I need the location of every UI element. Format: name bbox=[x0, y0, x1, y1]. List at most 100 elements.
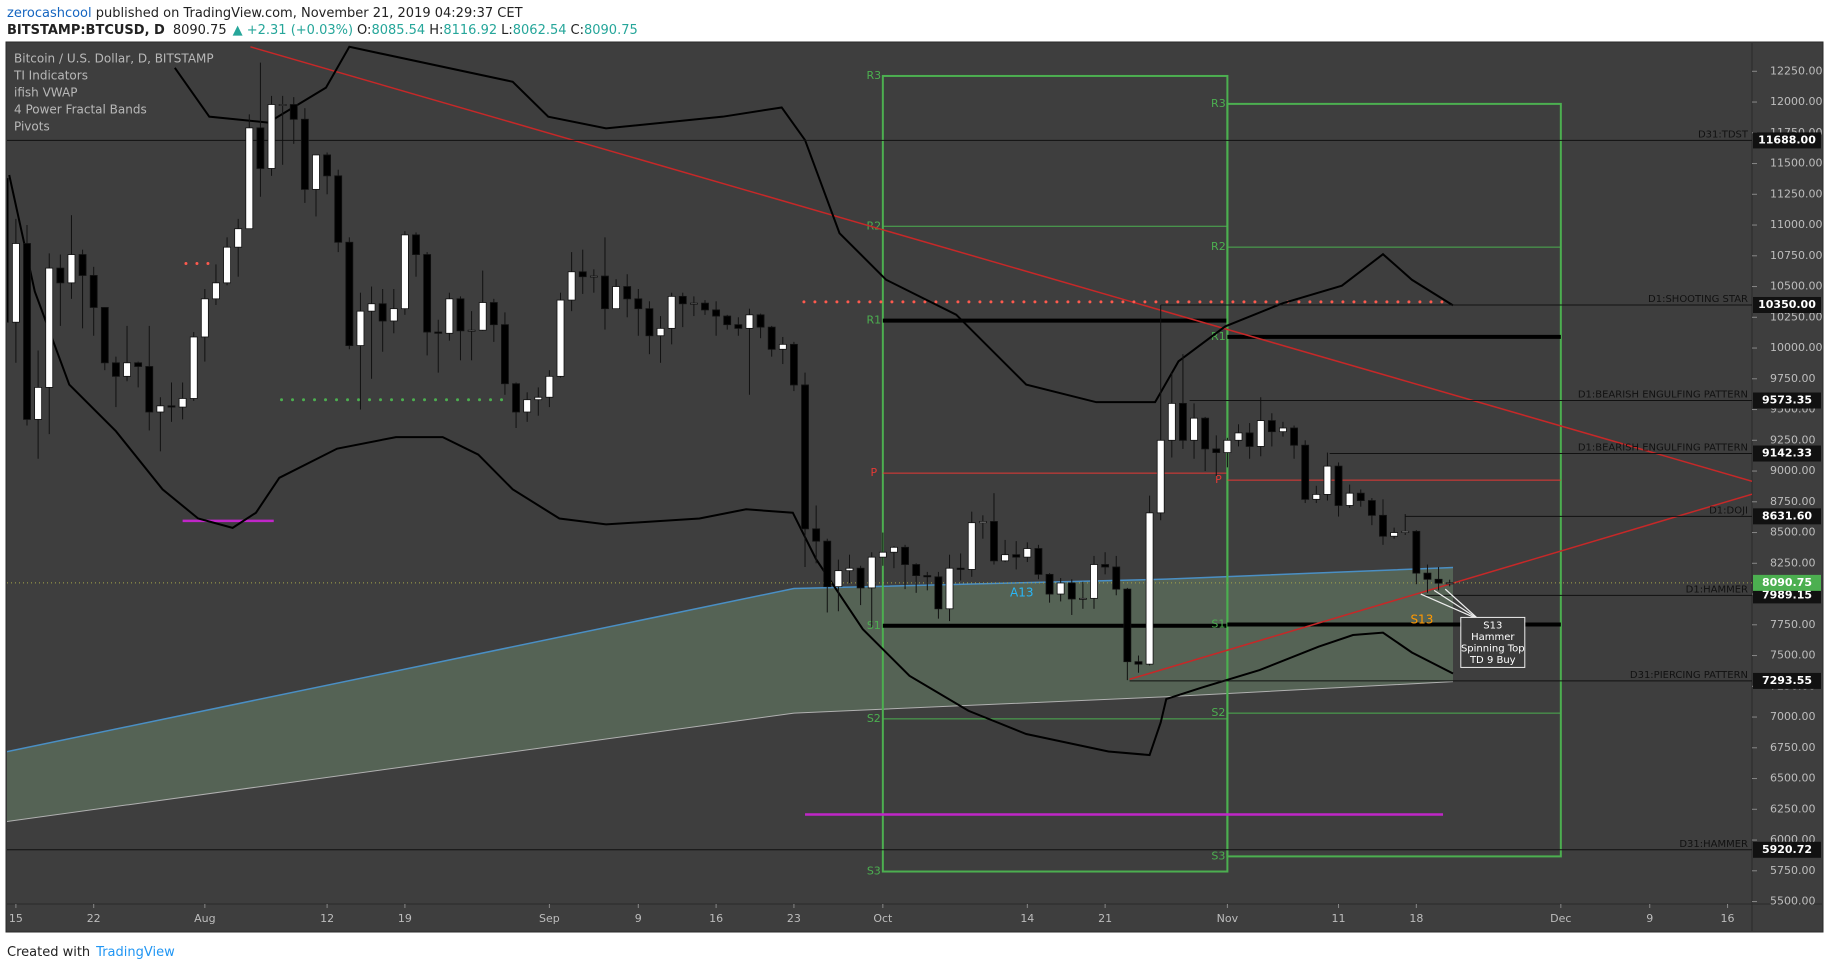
x-tick-label: 9 bbox=[635, 912, 642, 925]
candle-body bbox=[323, 154, 332, 177]
y-tick-label: 6500.00 bbox=[1770, 772, 1816, 785]
candle-body bbox=[267, 104, 276, 169]
y-tick-label: 11250.00 bbox=[1770, 187, 1823, 200]
candle-body bbox=[389, 308, 398, 322]
candle-body bbox=[1112, 566, 1121, 590]
candle-body bbox=[923, 575, 932, 578]
candle-body bbox=[1067, 582, 1076, 600]
y-tick-label: 10250.00 bbox=[1770, 310, 1823, 323]
candle-body bbox=[512, 383, 520, 413]
x-tick-label: 18 bbox=[1409, 912, 1423, 925]
y-tick-label: 7500.00 bbox=[1770, 649, 1816, 662]
level-box bbox=[1753, 296, 1821, 313]
x-tick-label: 16 bbox=[1721, 912, 1735, 925]
symbol: BITSTAMP:BTCUSD, D bbox=[7, 23, 165, 38]
vwap-line bbox=[7, 566, 1454, 753]
candle-body bbox=[845, 567, 854, 572]
candle-body bbox=[178, 398, 187, 408]
pivot-label: R1 bbox=[867, 314, 882, 327]
level-name: D1:BEARISH ENGULFING PATTERN bbox=[1578, 390, 1748, 401]
candle-body bbox=[523, 399, 532, 413]
candle-body bbox=[890, 546, 898, 553]
candle-body bbox=[501, 324, 509, 385]
candle-body bbox=[1412, 530, 1421, 574]
candle-body bbox=[878, 551, 887, 558]
level-value: 9573.35 bbox=[1762, 394, 1812, 407]
candle-body bbox=[1434, 578, 1443, 584]
candle-body bbox=[356, 310, 365, 346]
annotation: S13 bbox=[1410, 612, 1433, 626]
y-tick-label: 12000.00 bbox=[1770, 95, 1823, 108]
candle-body bbox=[1423, 572, 1432, 580]
candle-body bbox=[334, 175, 343, 243]
candle-body bbox=[445, 298, 454, 334]
callout-text: S13 bbox=[1483, 620, 1502, 631]
candle-body bbox=[134, 362, 143, 367]
y-tick-label: 8500.00 bbox=[1770, 526, 1816, 539]
author[interactable]: zerocashcool bbox=[7, 6, 92, 21]
candle-body bbox=[1279, 427, 1287, 433]
level-name: D1:DOJI bbox=[1709, 505, 1748, 516]
h-key: H: bbox=[429, 23, 443, 38]
pivot-label: S3 bbox=[867, 865, 881, 878]
x-tick-label: 15 bbox=[9, 912, 23, 925]
candle-body bbox=[145, 366, 154, 413]
y-tick-label: 6250.00 bbox=[1770, 802, 1816, 815]
level-name: D1:SHOOTING STAR bbox=[1648, 294, 1748, 305]
candle-body bbox=[790, 343, 798, 386]
candle-body bbox=[567, 271, 576, 301]
candle-body bbox=[812, 528, 821, 542]
candle-body bbox=[45, 267, 54, 388]
candle-body bbox=[534, 396, 543, 401]
candle-body bbox=[1323, 465, 1332, 495]
callout-pointer bbox=[1420, 593, 1480, 620]
candle-body bbox=[434, 331, 443, 334]
candle-body bbox=[689, 302, 698, 305]
candle-body bbox=[1034, 548, 1043, 575]
candle-body bbox=[312, 154, 320, 190]
callout-pointer bbox=[1433, 589, 1480, 620]
pivot-label: R3 bbox=[1211, 97, 1226, 110]
candle-body bbox=[1134, 661, 1143, 665]
x-tick-label: 22 bbox=[87, 912, 101, 925]
h-val: 8116.92 bbox=[443, 23, 497, 38]
x-tick-label: Dec bbox=[1550, 912, 1571, 925]
x-tick-label: 12 bbox=[320, 912, 334, 925]
candle-body bbox=[1223, 439, 1232, 453]
chart-title: Bitcoin / U.S. Dollar, D, BITSTAMP bbox=[14, 52, 214, 66]
y-tick-label: 9000.00 bbox=[1770, 464, 1816, 477]
candle-body bbox=[1212, 448, 1221, 453]
candle-body bbox=[478, 302, 487, 331]
x-tick-label: 19 bbox=[398, 912, 412, 925]
candle-body bbox=[556, 299, 565, 377]
pivot-label: P bbox=[871, 466, 878, 479]
level-box bbox=[1753, 132, 1821, 149]
x-tick-label: Oct bbox=[873, 912, 893, 925]
candle-body bbox=[89, 275, 98, 308]
candle-body bbox=[378, 303, 387, 322]
level-box bbox=[1753, 587, 1821, 604]
candle-body bbox=[1290, 427, 1298, 446]
candle-body bbox=[123, 362, 131, 377]
candle-body bbox=[412, 234, 420, 255]
candle-body bbox=[612, 286, 620, 310]
candle-body bbox=[945, 567, 954, 610]
brand[interactable]: TradingView bbox=[95, 945, 175, 960]
candle-body bbox=[912, 564, 921, 576]
candle-body bbox=[1045, 573, 1054, 595]
candle-body bbox=[601, 275, 609, 310]
candle-body bbox=[189, 336, 198, 399]
level-value: 8631.60 bbox=[1762, 509, 1812, 522]
candle-body bbox=[100, 307, 109, 364]
vwap-area bbox=[7, 567, 1454, 822]
o-val: 8085.54 bbox=[371, 23, 425, 38]
candle-body bbox=[856, 567, 865, 589]
level-name: D31:PIERCING PATTERN bbox=[1630, 670, 1748, 681]
level-name: D1:BEARISH ENGULFING PATTERN bbox=[1578, 443, 1748, 454]
candle-body bbox=[1167, 402, 1176, 441]
candle-body bbox=[1123, 588, 1132, 663]
candle-body bbox=[701, 302, 709, 311]
level-name: D1:HAMMER bbox=[1686, 584, 1748, 595]
